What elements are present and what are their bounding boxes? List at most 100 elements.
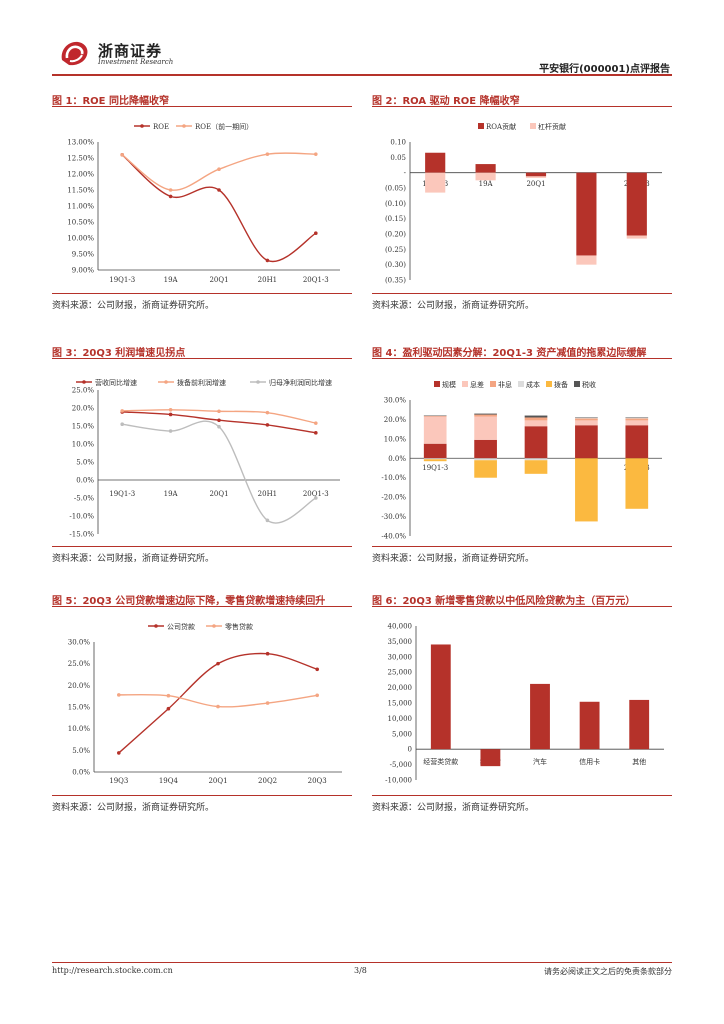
figure-6-rule: [372, 606, 672, 607]
bar-0-1: [475, 164, 496, 173]
figure-3-source-rule: [52, 546, 352, 547]
legend-swatch-1: [530, 123, 536, 129]
y-tick-label-6: 10,000: [388, 715, 413, 723]
bar-0-2: [524, 426, 548, 459]
data-point-1-0: [120, 409, 124, 413]
y-tick-label-0: 30.0%: [384, 397, 407, 405]
data-point-0-4: [314, 431, 318, 435]
legend-label-1: 息差: [470, 380, 484, 389]
bar-5-0: [423, 415, 447, 417]
figure-4-rule: [372, 358, 672, 359]
legend-marker-1: [182, 124, 186, 128]
data-point-1-3: [265, 410, 270, 415]
footer-divider: [52, 962, 672, 963]
figure-2-source: 资料来源：公司财报，浙商证券研究所。: [372, 301, 535, 311]
data-point-0-4: [315, 667, 320, 672]
y-tick-label-4: -10.0%: [381, 474, 406, 482]
x-tick-label-2: 20Q1: [526, 180, 545, 188]
y-tick-label-0: 25.0%: [72, 387, 95, 395]
figure-5-source: 资料来源：公司财报，浙商证券研究所。: [52, 803, 215, 813]
y-tick-label-9: (0.35): [385, 277, 406, 285]
y-tick-label-8: 0: [408, 746, 412, 754]
data-point-2-0: [120, 422, 124, 426]
x-tick-label-3: 20Q2: [258, 777, 277, 785]
profit-driver-stacked-bar-chart: 30.0% 20.0% 10.0% 0.0% -10.0% -20.0% -30.0% -40…: [381, 380, 662, 541]
bar-1-2: [524, 420, 548, 427]
disclaimer-note: 请务必阅读正文之后的免责条款部分: [544, 967, 672, 976]
bar-1-3: [576, 255, 597, 265]
y-tick-label-2: 15.0%: [72, 423, 95, 431]
series-line-2: [122, 420, 317, 524]
data-point-0-1: [166, 706, 171, 711]
y-tick-label-2: 30,000: [388, 653, 413, 661]
y-tick-label-5: (0.15): [385, 215, 406, 223]
brand-logo-icon: [61, 41, 88, 66]
footer-url[interactable]: http://research.stocke.com.cn: [52, 966, 173, 975]
y-tick-label-6: 0.0%: [72, 769, 90, 777]
y-tick-label-7: -10.0%: [69, 513, 94, 521]
x-tick-label-1: 19A: [164, 490, 179, 498]
data-point-1-3: [265, 701, 270, 705]
x-tick-label-3: 20H1: [258, 276, 277, 284]
x-tick-label-3: 信用卡: [579, 757, 600, 766]
data-point-0-4: [314, 231, 318, 235]
y-tick-label-3: 10.50%: [67, 219, 94, 227]
legend-label-1: 零售贷款: [225, 622, 253, 631]
y-tick-label-2: 20.0%: [68, 682, 91, 690]
profit-growth-line-chart: 25.0% 20.0% 15.0% 10.0% 5.0% 0.0% -5.0% -10.0% -…: [69, 378, 340, 539]
y-tick-label-3: 25,000: [388, 669, 413, 677]
figure-5-title: 图 5：20Q3 公司贷款增速边际下降，零售贷款增速持续回升: [52, 596, 326, 607]
y-tick-label-4: (0.10): [385, 200, 406, 208]
bar-4-2: [524, 460, 548, 474]
legend-swatch-0: [478, 123, 484, 129]
x-tick-label-0: 19Q1-3: [109, 276, 135, 284]
legend-swatch-2: [490, 381, 496, 387]
bar-4-1: [474, 460, 497, 478]
figure-1-rule: [52, 106, 352, 107]
x-tick-label-0: 19Q1-3: [109, 490, 135, 498]
y-tick-label-2: 10.00%: [67, 235, 94, 243]
data-point-0-1: [168, 412, 173, 417]
y-tick-label-9: -5,000: [390, 761, 412, 769]
legend-label-1: 拨备前利润增速: [177, 378, 226, 387]
series-line-0: [118, 652, 318, 754]
y-tick-label-8: (0.30): [385, 261, 406, 269]
legend-swatch-5: [574, 381, 580, 387]
figure-6-source: 资料来源：公司财报，浙商证券研究所。: [372, 803, 535, 813]
legend-marker-1: [212, 624, 216, 628]
bar-4-0: [423, 459, 447, 462]
legend-label-4: 拨备: [554, 380, 568, 389]
legend-label-1: 杠杆贡献: [538, 122, 566, 131]
data-point-2-3: [265, 518, 270, 523]
page-number: 3/8: [354, 966, 367, 975]
x-tick-label-2: 汽车: [533, 757, 547, 766]
y-tick-label-5: 0.0%: [76, 477, 94, 485]
figure-4-source: 资料来源：公司财报，浙商证券研究所。: [372, 554, 535, 564]
bar-0-0: [430, 644, 451, 750]
x-tick-label-2: 20Q1: [209, 490, 228, 498]
legend-label-0: 营收同比增速: [95, 378, 137, 387]
figure-6-source-rule: [372, 795, 672, 796]
y-tick-label-6: -30.0%: [381, 513, 406, 521]
figure-4-title: 图 4：盈利驱动因素分解：20Q1-3 资产减值的拖累边际缓解: [372, 348, 647, 359]
y-tick-label-0: 9.00%: [72, 267, 95, 275]
y-tick-label-6: -5.0%: [74, 495, 94, 503]
data-point-2-1: [168, 429, 173, 433]
y-tick-label-3: 10.0%: [72, 441, 95, 449]
y-tick-label-1: 35,000: [388, 638, 413, 646]
x-tick-label-4: 20Q1-3: [303, 276, 329, 284]
x-tick-label-3: 20H1: [258, 490, 277, 498]
data-point-0-1: [168, 194, 173, 199]
y-tick-label-4: 10.0%: [68, 725, 91, 733]
x-tick-label-2: 20Q1: [208, 777, 227, 785]
figure-4-source-rule: [372, 546, 672, 547]
x-tick-label-4: 其他: [632, 757, 646, 766]
legend-marker-2: [256, 380, 260, 384]
y-tick-label-8: -15.0%: [69, 531, 94, 539]
data-point-0-3: [265, 423, 270, 427]
data-point-0-3: [265, 651, 270, 656]
bar-1-2: [525, 176, 547, 178]
y-tick-label-0: 0.10: [390, 139, 406, 147]
bar-0-2: [525, 172, 547, 177]
bar-2-2: [524, 417, 548, 421]
